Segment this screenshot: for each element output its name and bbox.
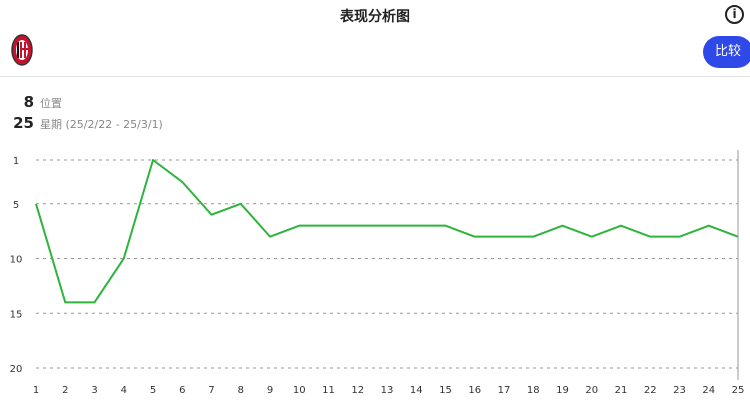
x-tick-label: 11 <box>322 385 335 396</box>
x-tick-label: 13 <box>381 385 394 396</box>
x-tick-label: 3 <box>91 385 97 396</box>
compare-button[interactable]: 比较 <box>703 36 750 68</box>
team-logo <box>11 34 33 66</box>
x-tick-label: 1 <box>33 385 39 396</box>
x-tick-label: 18 <box>527 385 540 396</box>
y-tick-label: 10 <box>10 255 23 266</box>
position-value: 8 <box>23 93 34 111</box>
x-tick-label: 12 <box>351 385 364 396</box>
divider <box>0 76 750 77</box>
position-stat: 8 位置 <box>0 93 62 111</box>
x-tick-label: 9 <box>267 385 273 396</box>
x-tick-label: 22 <box>644 385 657 396</box>
x-tick-label: 4 <box>121 385 127 396</box>
y-tick-label: 1 <box>13 156 19 167</box>
x-tick-label: 19 <box>556 385 569 396</box>
y-tick-label: 20 <box>10 364 23 375</box>
week-stat: 25 星期 (25/2/22 - 25/3/1) <box>0 114 163 132</box>
info-icon[interactable]: i <box>725 5 744 24</box>
x-tick-label: 6 <box>179 385 185 396</box>
x-tick-label: 2 <box>62 385 68 396</box>
series-line <box>35 159 739 304</box>
week-label: 星期 (25/2/22 - 25/3/1) <box>40 118 163 131</box>
week-value: 25 <box>13 114 34 132</box>
y-tick-label: 5 <box>13 200 19 211</box>
position-label: 位置 <box>40 97 62 110</box>
x-tick-label: 5 <box>150 385 156 396</box>
x-tick-label: 20 <box>585 385 598 396</box>
x-tick-label: 15 <box>439 385 452 396</box>
x-tick-label: 25 <box>732 385 745 396</box>
x-tick-label: 7 <box>208 385 214 396</box>
x-tick-label: 10 <box>293 385 306 396</box>
x-tick-label: 23 <box>673 385 686 396</box>
y-tick-label: 15 <box>10 309 23 320</box>
x-tick-label: 21 <box>615 385 628 396</box>
x-tick-label: 24 <box>702 385 715 396</box>
x-tick-label: 17 <box>498 385 511 396</box>
x-tick-label: 16 <box>468 385 481 396</box>
page-title: 表现分析图 <box>340 9 410 25</box>
x-tick-label: 14 <box>410 385 423 396</box>
x-tick-label: 8 <box>238 385 244 396</box>
